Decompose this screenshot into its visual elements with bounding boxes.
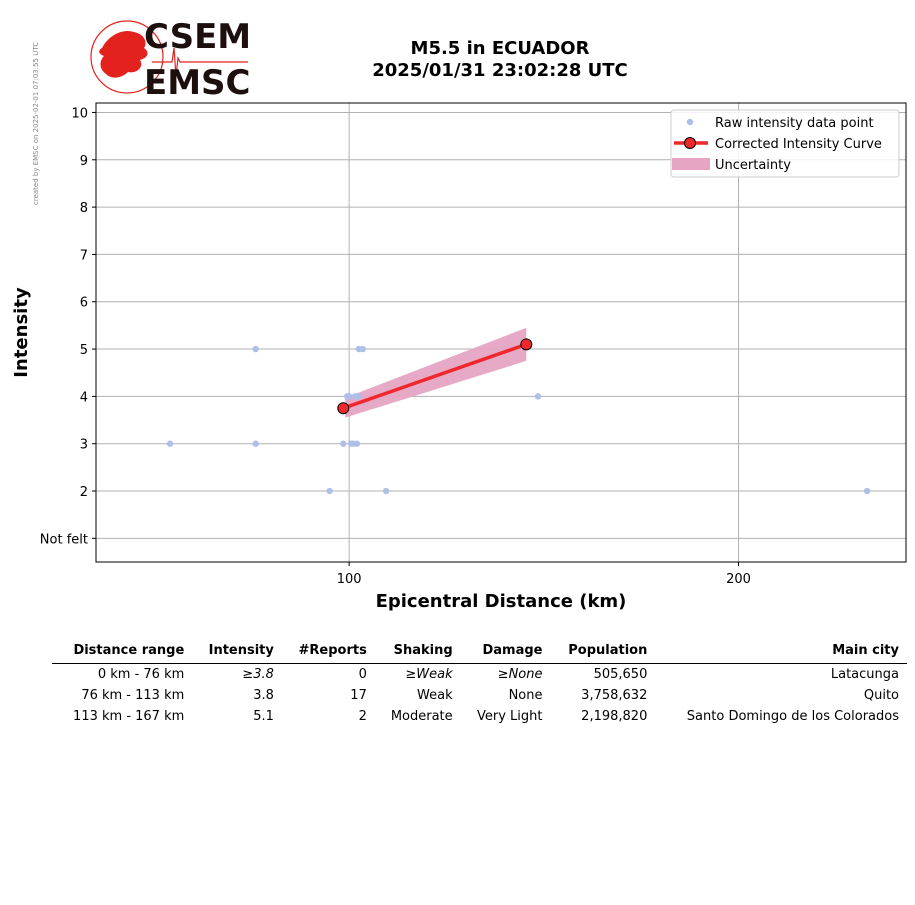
y-tick-label: 3 bbox=[80, 438, 88, 453]
x-axis-label: Epicentral Distance (km) bbox=[376, 591, 627, 612]
y-tick-label: 4 bbox=[80, 390, 88, 405]
cell-shaking: Weak bbox=[417, 688, 453, 703]
raw-data-point bbox=[359, 345, 366, 353]
y-tick-label: 6 bbox=[80, 296, 88, 311]
raw-data-point bbox=[353, 440, 361, 447]
legend-raw-marker bbox=[686, 118, 694, 126]
cell-range: 0 km - 76 km bbox=[97, 667, 185, 682]
chart-title: M5.5 in ECUADOR 2025/01/31 23:02:28 UTC bbox=[300, 38, 700, 82]
col-intensity: Intensity bbox=[192, 640, 282, 664]
raw-data-point bbox=[340, 440, 347, 447]
y-axis-label: Intensity bbox=[11, 287, 32, 378]
corrected-curve-marker bbox=[337, 402, 350, 415]
y-tick-label: Not felt bbox=[40, 532, 88, 547]
cell-damage: Very Light bbox=[476, 709, 543, 724]
cell-population: 505,650 bbox=[593, 667, 648, 682]
title-event: M5.5 in ECUADOR bbox=[410, 38, 590, 59]
legend-uncertainty-swatch bbox=[672, 158, 710, 170]
cell-population: 2,198,820 bbox=[581, 709, 648, 724]
cell-city: Santo Domingo de los Colorados bbox=[686, 709, 899, 724]
legend-raw-label: Raw intensity data point bbox=[715, 116, 874, 131]
col-distance-range: Distance range bbox=[52, 640, 193, 664]
logo-bottom-text: EMSC bbox=[144, 63, 251, 98]
y-tick-label: 9 bbox=[80, 154, 88, 169]
corrected-curve-line bbox=[341, 342, 529, 410]
col-shaking: Shaking bbox=[374, 640, 461, 664]
cell-city: Latacunga bbox=[830, 667, 899, 682]
y-tick-label: 8 bbox=[80, 201, 88, 216]
plot-frame bbox=[95, 102, 907, 563]
y-tick-label: 5 bbox=[80, 343, 88, 358]
x-tick-label: 200 bbox=[726, 572, 751, 587]
cell-damage: ≥None bbox=[497, 667, 543, 682]
x-tick-label: 100 bbox=[337, 572, 362, 587]
cell-reports: 17 bbox=[350, 688, 367, 703]
raw-data-point bbox=[166, 440, 174, 447]
col-damage: Damage bbox=[460, 640, 551, 664]
y-tick-label: 10 bbox=[71, 106, 88, 121]
raw-data-point bbox=[355, 393, 363, 400]
y-tick-label: 7 bbox=[80, 248, 88, 263]
col-main-city: Main city bbox=[655, 640, 907, 664]
raw-data-point bbox=[863, 487, 871, 495]
col-reports: #Reports bbox=[281, 640, 375, 664]
cell-damage: None bbox=[508, 688, 543, 703]
raw-data-point bbox=[326, 487, 333, 495]
emsc-logo: CSEM EMSC bbox=[88, 17, 258, 103]
cell-intensity: ≥3.8 bbox=[242, 667, 274, 682]
title-datetime: 2025/01/31 23:02:28 UTC bbox=[372, 60, 628, 81]
table-row: 113 km - 167 km 5.1 2 Moderate Very Ligh… bbox=[52, 706, 907, 727]
cell-range: 113 km - 167 km bbox=[73, 709, 185, 724]
cell-shaking: ≥Weak bbox=[405, 667, 453, 682]
corrected-curve-marker bbox=[520, 338, 533, 351]
cell-intensity: 5.1 bbox=[253, 709, 274, 724]
table-header-row: Distance range Intensity #Reports Shakin… bbox=[52, 640, 907, 664]
uncertainty-band bbox=[345, 327, 527, 418]
raw-data-point bbox=[534, 393, 542, 400]
legend: Raw intensity data point Corrected Intens… bbox=[670, 109, 900, 178]
y-tick-label: 2 bbox=[80, 485, 88, 500]
raw-data-point bbox=[382, 487, 390, 495]
raw-data-point bbox=[252, 440, 259, 447]
legend-uncertainty-label: Uncertainty bbox=[715, 158, 791, 173]
col-population: Population bbox=[550, 640, 656, 664]
logo-top-text: CSEM bbox=[144, 18, 251, 57]
table-row: 0 km - 76 km ≥3.8 0 ≥Weak ≥None 505,650 … bbox=[52, 664, 907, 686]
cell-city: Quito bbox=[863, 688, 899, 703]
cell-reports: 2 bbox=[358, 709, 367, 724]
table-row: 76 km - 113 km 3.8 17 Weak None 3,758,63… bbox=[52, 685, 907, 706]
intensity-summary-table: Distance range Intensity #Reports Shakin… bbox=[52, 640, 907, 727]
cell-intensity: 3.8 bbox=[253, 688, 274, 703]
cell-shaking: Moderate bbox=[390, 709, 453, 724]
logo-graphic: CSEM EMSC bbox=[90, 17, 251, 103]
legend-curve-label: Corrected Intensity Curve bbox=[715, 137, 882, 152]
cell-reports: 0 bbox=[358, 667, 367, 682]
cell-population: 3,758,632 bbox=[581, 688, 648, 703]
cell-range: 76 km - 113 km bbox=[81, 688, 185, 703]
legend-curve-marker bbox=[684, 137, 696, 149]
raw-data-point bbox=[252, 345, 259, 353]
legend-box bbox=[670, 109, 900, 178]
raw-data-point bbox=[345, 393, 353, 400]
